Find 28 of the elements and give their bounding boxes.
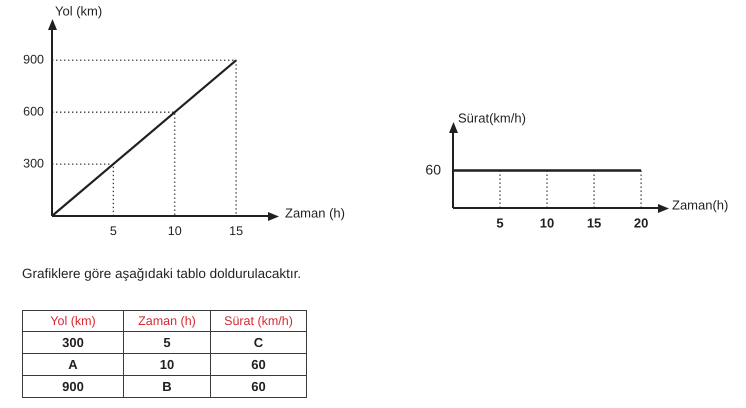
- text: 10: [160, 357, 174, 372]
- text: 60: [251, 357, 266, 372]
- text: A: [68, 357, 78, 372]
- x-tick-label: 5: [110, 224, 117, 238]
- text: 900: [62, 379, 84, 394]
- x-tick-label: 5: [496, 215, 504, 230]
- text: 60: [251, 379, 266, 394]
- y-tick-label: 900: [23, 52, 44, 67]
- x-axis-title: Zaman (h): [285, 206, 345, 221]
- category-label: Zaman (h): [124, 310, 210, 332]
- x-tick-label: 10: [168, 224, 182, 238]
- category-label: Yol (km): [22, 310, 124, 332]
- text: 5: [163, 335, 171, 350]
- text: C: [254, 335, 264, 350]
- x-tick-label: 15: [586, 215, 602, 230]
- text: Grafiklere göre aşağıdaki tablo doldurulacaktır.: [22, 265, 302, 283]
- x-tick-label: 20: [634, 215, 648, 230]
- y-tick-label: 300: [23, 156, 44, 171]
- category-label: Sürat (km/h): [210, 310, 306, 332]
- text: B: [162, 379, 172, 394]
- x-tick-label: 15: [229, 224, 244, 238]
- text: 300: [62, 335, 84, 350]
- x-tick-label: 10: [540, 215, 554, 230]
- x-axis-title: Zaman(h): [672, 198, 728, 213]
- y-axis-title: Sürat(km/h): [458, 110, 526, 126]
- y-tick-label: 600: [23, 104, 44, 119]
- annotation: 60: [425, 161, 442, 178]
- y-axis-title: Yol (km): [55, 4, 102, 19]
